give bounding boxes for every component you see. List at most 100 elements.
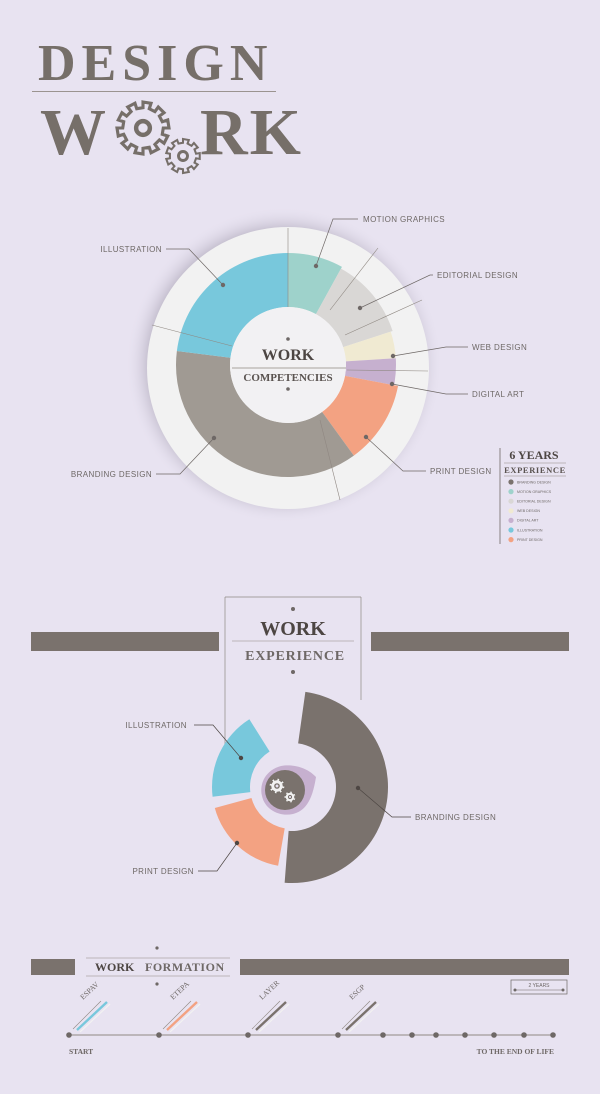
experience-bar-left bbox=[31, 632, 219, 651]
title-work-w: W bbox=[40, 96, 108, 169]
formation-bar-right bbox=[240, 959, 569, 975]
legend-swatch bbox=[508, 508, 514, 514]
pie-slice-branding-design bbox=[176, 350, 354, 477]
timeline-dot bbox=[66, 1032, 72, 1038]
timeline-dot bbox=[335, 1032, 341, 1038]
milestone-label: ETEPA bbox=[168, 979, 191, 1001]
legend-swatch bbox=[508, 479, 514, 485]
svg-text:DIGITAL ART: DIGITAL ART bbox=[472, 390, 524, 399]
legend-swatch bbox=[508, 527, 514, 533]
scale-dot-end bbox=[561, 988, 565, 992]
callout-digital-art: DIGITAL ART bbox=[389, 381, 524, 399]
center-dot-top bbox=[286, 337, 290, 341]
gear-icon bbox=[115, 100, 171, 156]
legend-label: DIGITAL ART bbox=[517, 519, 539, 523]
milestone-label: ESGP bbox=[347, 982, 367, 1001]
callout-editorial-design: EDITORIAL DESIGN bbox=[357, 271, 518, 311]
legend-label: MOTION GRAPHICS bbox=[517, 490, 552, 494]
formation-subtitle: FORMATION bbox=[145, 960, 225, 974]
milestone-label: ESPAV bbox=[78, 979, 101, 1001]
svg-text:ILLUSTRATION: ILLUSTRATION bbox=[100, 245, 162, 254]
callout-motion-graphics: MOTION GRAPHICS bbox=[313, 215, 445, 269]
pie-slice-editorial-design bbox=[315, 268, 393, 348]
donut-center bbox=[230, 307, 346, 423]
competencies-title: WORK bbox=[262, 347, 315, 364]
timeline-milestone: ESPAV bbox=[72, 979, 111, 1033]
experience-bar-right bbox=[371, 632, 569, 651]
legend-subtitle: EXPERIENCE bbox=[504, 465, 566, 475]
legend-label: ILLUSTRATION bbox=[517, 528, 543, 532]
scale-label: 2 YEARS bbox=[528, 983, 550, 989]
gear-icon bbox=[164, 137, 201, 175]
pie-slice-print-design bbox=[322, 375, 399, 456]
timeline-dot bbox=[521, 1032, 527, 1038]
title-design: DESIGN bbox=[38, 35, 274, 92]
title-divider bbox=[32, 91, 276, 92]
legend-label: PRINT DESIGN bbox=[517, 538, 543, 542]
svg-text:BRANDING DESIGN: BRANDING DESIGN bbox=[415, 813, 496, 822]
exp-slice-branding-design bbox=[284, 691, 388, 883]
pie-slice-motion-graphics bbox=[288, 253, 342, 315]
legend-label: EDITORIAL DESIGN bbox=[517, 500, 551, 504]
timeline-milestones: ESPAV ETEPA LAYER ESGP bbox=[72, 978, 380, 1033]
legend-swatch bbox=[508, 537, 514, 543]
formation-dot-top bbox=[155, 946, 159, 950]
svg-text:BRANDING DESIGN: BRANDING DESIGN bbox=[71, 470, 152, 479]
callout-exp-branding: BRANDING DESIGN bbox=[355, 785, 496, 822]
timeline-dots bbox=[66, 1032, 556, 1038]
timeline-dot bbox=[156, 1032, 162, 1038]
gears-icon-small bbox=[283, 790, 297, 804]
svg-text:WEB DESIGN: WEB DESIGN bbox=[472, 343, 527, 352]
experience-subtitle: EXPERIENCE bbox=[245, 649, 345, 664]
timeline-end-label: TO THE END OF LIFE bbox=[477, 1047, 554, 1056]
legend-title: 6 YEARS bbox=[509, 448, 559, 462]
competencies-dividers bbox=[151, 228, 429, 501]
timeline-dot bbox=[409, 1032, 415, 1038]
experience-frame bbox=[224, 596, 362, 750]
pie-slice-digital-art bbox=[344, 358, 397, 386]
formation-bar-left bbox=[31, 959, 75, 975]
center-dot-bottom bbox=[286, 387, 290, 391]
legend-swatch bbox=[508, 517, 514, 524]
timeline-milestone: ESGP bbox=[341, 982, 380, 1033]
callout-web-design: WEB DESIGN bbox=[390, 343, 527, 359]
timeline-milestone: LAYER bbox=[251, 978, 290, 1033]
callout-print-design: PRINT DESIGN bbox=[363, 434, 492, 476]
svg-text:ILLUSTRATION: ILLUSTRATION bbox=[125, 721, 187, 730]
experience-dot-top bbox=[291, 607, 295, 611]
timeline-start-label: START bbox=[69, 1047, 93, 1056]
formation-title: WORK bbox=[95, 960, 135, 974]
callout-exp-print: PRINT DESIGN bbox=[132, 840, 240, 876]
legend: 6 YEARS EXPERIENCE BRANDING DESIGN MOTION… bbox=[499, 448, 566, 544]
legend-label: BRANDING DESIGN bbox=[517, 480, 551, 484]
svg-text:PRINT DESIGN: PRINT DESIGN bbox=[132, 867, 194, 876]
experience-slices bbox=[212, 691, 388, 883]
timeline-dot bbox=[491, 1032, 497, 1038]
svg-text:EDITORIAL DESIGN: EDITORIAL DESIGN bbox=[437, 271, 518, 280]
competencies-slices bbox=[176, 253, 399, 477]
timeline-dot bbox=[433, 1032, 439, 1038]
timeline-dot bbox=[550, 1032, 556, 1038]
timeline-dot bbox=[380, 1032, 386, 1038]
callout-illustration: ILLUSTRATION bbox=[100, 245, 226, 288]
experience-title: WORK bbox=[260, 618, 326, 640]
gears-icon bbox=[268, 777, 286, 795]
svg-text:PRINT DESIGN: PRINT DESIGN bbox=[430, 467, 492, 476]
callout-branding-design: BRANDING DESIGN bbox=[71, 435, 217, 479]
exp-slice-print-design bbox=[214, 798, 285, 866]
timeline-dot bbox=[245, 1032, 251, 1038]
formation-dot-bottom bbox=[155, 982, 159, 986]
milestone-label: LAYER bbox=[257, 978, 281, 1001]
svg-text:MOTION GRAPHICS: MOTION GRAPHICS bbox=[363, 215, 445, 224]
scale-dot-start bbox=[513, 988, 517, 992]
timeline-milestone: ETEPA bbox=[162, 979, 201, 1033]
callout-exp-illustration: ILLUSTRATION bbox=[125, 721, 244, 761]
scale-box bbox=[510, 979, 568, 995]
legend-swatch bbox=[508, 498, 514, 504]
competencies-subtitle: COMPETENCIES bbox=[243, 372, 332, 384]
legend-label: WEB DESIGN bbox=[517, 509, 540, 513]
pie-slice-web-design bbox=[343, 331, 396, 362]
timeline-dot bbox=[462, 1032, 468, 1038]
experience-dot-bottom bbox=[291, 670, 295, 674]
